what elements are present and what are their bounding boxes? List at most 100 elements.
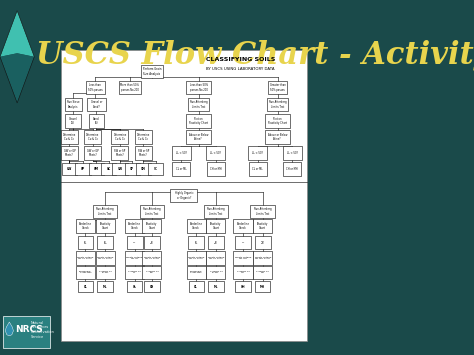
Text: Borderline
Check: Borderline Check	[190, 222, 203, 230]
FancyBboxPatch shape	[206, 219, 226, 233]
Text: CL or ML: CL or ML	[253, 167, 263, 171]
Text: NRCS: NRCS	[15, 324, 43, 334]
Text: CL: CL	[194, 285, 198, 289]
Text: LL < 50?: LL < 50?	[252, 151, 263, 155]
Text: SW or SP
Meets?: SW or SP Meets?	[114, 149, 126, 157]
FancyBboxPatch shape	[208, 236, 224, 249]
Text: Run Atterberg
Limits Test: Run Atterberg Limits Test	[96, 207, 114, 215]
Text: SM: SM	[141, 167, 146, 171]
Text: Plasticity
Chart: Plasticity Chart	[257, 222, 268, 230]
FancyBboxPatch shape	[186, 130, 211, 144]
FancyBboxPatch shape	[234, 219, 253, 233]
Text: Meets criteria
for MH & CH: Meets criteria for MH & CH	[255, 257, 271, 259]
Text: Highly Organic
or Organic?: Highly Organic or Organic?	[174, 191, 193, 200]
FancyBboxPatch shape	[84, 146, 101, 160]
FancyBboxPatch shape	[188, 98, 210, 111]
FancyBboxPatch shape	[172, 146, 191, 160]
FancyBboxPatch shape	[267, 98, 288, 111]
FancyBboxPatch shape	[97, 236, 113, 249]
FancyBboxPatch shape	[141, 65, 163, 78]
Text: GW or GP
Meets?: GW or GP Meets?	[64, 149, 75, 157]
Text: Classify as
CH: Classify as CH	[146, 271, 158, 273]
FancyBboxPatch shape	[111, 146, 128, 160]
FancyBboxPatch shape	[86, 81, 105, 94]
Text: Plasticity
Chart: Plasticity Chart	[100, 222, 111, 230]
FancyBboxPatch shape	[127, 281, 142, 293]
Text: Meets criteria
for OL: Meets criteria for OL	[127, 257, 143, 259]
Text: CLASSIFYING SOILS: CLASSIFYING SOILS	[206, 58, 275, 62]
Text: Run Atterberg
Limits Test: Run Atterberg Limits Test	[269, 100, 286, 109]
FancyBboxPatch shape	[136, 163, 151, 175]
FancyBboxPatch shape	[187, 251, 206, 264]
Text: Classify as
CL-ML: Classify as CL-ML	[99, 271, 111, 273]
FancyBboxPatch shape	[144, 281, 160, 293]
Text: Above or Below
A-line?: Above or Below A-line?	[268, 133, 287, 141]
FancyBboxPatch shape	[208, 281, 224, 293]
FancyBboxPatch shape	[142, 251, 162, 264]
Text: Run Atterberg
Limits Test: Run Atterberg Limits Test	[207, 207, 225, 215]
FancyBboxPatch shape	[189, 281, 204, 293]
FancyBboxPatch shape	[265, 130, 290, 144]
FancyBboxPatch shape	[61, 50, 307, 341]
FancyBboxPatch shape	[236, 281, 251, 293]
FancyBboxPatch shape	[268, 81, 287, 94]
Text: MH: MH	[260, 285, 265, 289]
FancyBboxPatch shape	[253, 266, 272, 279]
Text: GC: GC	[107, 167, 111, 171]
Text: Classify as
MH: Classify as MH	[256, 271, 269, 273]
FancyBboxPatch shape	[186, 81, 211, 94]
FancyBboxPatch shape	[142, 219, 162, 233]
FancyBboxPatch shape	[87, 98, 106, 111]
FancyBboxPatch shape	[135, 130, 152, 144]
Text: Plot on
Plasticity Chart: Plot on Plasticity Chart	[189, 117, 208, 125]
FancyBboxPatch shape	[3, 316, 50, 348]
Text: SC: SC	[154, 167, 157, 171]
Text: CL
or
ML: CL or ML	[84, 241, 87, 244]
Text: LL < 50?: LL < 50?	[210, 151, 221, 155]
FancyBboxPatch shape	[96, 251, 115, 264]
Text: GW: GW	[67, 167, 72, 171]
Text: Run Atterberg
Limits Test: Run Atterberg Limits Test	[254, 207, 272, 215]
FancyBboxPatch shape	[76, 251, 95, 264]
FancyBboxPatch shape	[98, 281, 113, 293]
FancyBboxPatch shape	[234, 251, 253, 264]
Text: OH: OH	[241, 285, 245, 289]
FancyBboxPatch shape	[96, 219, 115, 233]
FancyBboxPatch shape	[188, 236, 204, 249]
FancyBboxPatch shape	[173, 162, 191, 176]
Text: Meets criteria
for CL & ML: Meets criteria for CL & ML	[97, 257, 113, 259]
FancyBboxPatch shape	[283, 162, 301, 176]
Text: Classify as
OH: Classify as OH	[237, 271, 249, 273]
FancyBboxPatch shape	[187, 266, 206, 279]
Text: LL < 50?: LL < 50?	[176, 151, 187, 155]
Text: Borderline
Check: Borderline Check	[128, 222, 141, 230]
Text: CL or ML: CL or ML	[176, 167, 187, 171]
FancyBboxPatch shape	[253, 251, 272, 264]
FancyBboxPatch shape	[139, 204, 164, 218]
FancyBboxPatch shape	[65, 114, 81, 128]
FancyBboxPatch shape	[249, 162, 267, 176]
Polygon shape	[0, 11, 34, 57]
Text: OL: OL	[133, 242, 137, 243]
Text: CH: CH	[150, 285, 154, 289]
Text: SW or SP
Meets?: SW or SP Meets?	[137, 149, 149, 157]
Text: Meets criteria
for CL & ML: Meets criteria for CL & ML	[188, 257, 204, 259]
FancyBboxPatch shape	[255, 236, 271, 249]
Text: Determine
Cu & Cc: Determine Cu & Cc	[137, 133, 150, 141]
Text: Meets criteria
for OH: Meets criteria for OH	[235, 257, 251, 259]
Text: Natural
Resources
Conservation
Service: Natural Resources Conservation Service	[30, 321, 55, 339]
FancyBboxPatch shape	[89, 114, 104, 128]
FancyBboxPatch shape	[206, 251, 226, 264]
Text: GP: GP	[81, 167, 85, 171]
FancyBboxPatch shape	[76, 266, 95, 279]
Text: Determine
Cu & Cc: Determine Cu & Cc	[63, 133, 76, 141]
FancyBboxPatch shape	[148, 163, 163, 175]
Text: CH or MH: CH or MH	[286, 167, 298, 171]
Text: ML: ML	[214, 285, 218, 289]
Text: Plasticity
Chart: Plasticity Chart	[146, 222, 157, 230]
FancyBboxPatch shape	[204, 204, 228, 218]
Text: Sand
(S): Sand (S)	[93, 117, 100, 125]
FancyBboxPatch shape	[144, 236, 160, 249]
FancyBboxPatch shape	[78, 281, 93, 293]
FancyBboxPatch shape	[142, 266, 162, 279]
